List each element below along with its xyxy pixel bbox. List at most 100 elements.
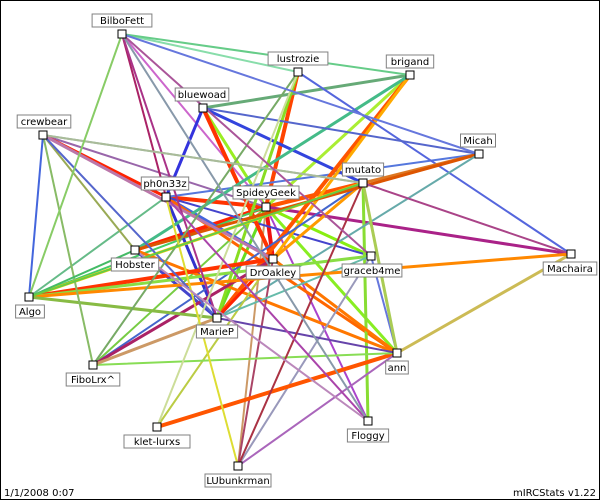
node-micah: Micah [460, 133, 496, 159]
node-label: Floggy [351, 431, 384, 442]
node-label-box [110, 257, 160, 272]
node-label-box [542, 261, 598, 276]
edge-mariep-bilbofett [121, 33, 218, 319]
edge-droakley-crewbear [41, 133, 275, 261]
node-marker [366, 251, 376, 261]
edge-bilbofett-brigand [121, 33, 411, 76]
node-label-box [65, 372, 121, 387]
node-mutato: mutato [341, 162, 385, 188]
node-crewbear: crewbear [16, 114, 72, 140]
node-lubunkrman: LUbunkrman [204, 461, 272, 488]
node-label-box [91, 13, 153, 28]
node-marker [130, 245, 140, 255]
node-marker [261, 202, 271, 212]
node-label-box [341, 162, 385, 177]
edge-mutato-floggy [361, 181, 370, 423]
node-marker [474, 149, 484, 159]
node-mariep: MarieP [195, 313, 239, 339]
edge-micah-bluewoad [202, 107, 480, 155]
edge-floggy-bilbofett [121, 33, 369, 422]
node-label: BilboFett [100, 16, 144, 27]
node-label-box [140, 176, 190, 191]
node-label: klet-lurxs [134, 437, 180, 448]
node-marker [88, 360, 98, 370]
edge-machaira-mutato [362, 182, 572, 255]
node-label-box [16, 114, 72, 129]
node-floggy: Floggy [346, 416, 390, 443]
edge-floggy-hobster [134, 249, 369, 422]
footer-version: mIRCStats v1.22 [513, 488, 596, 499]
node-bluewoad: bluewoad [174, 87, 230, 113]
edge-bilbofett-graceb4me [121, 33, 372, 257]
edge-ann-mariep [216, 317, 398, 354]
node-brigand: brigand [385, 54, 435, 80]
node-marker [566, 249, 576, 259]
edge-mariep-algo [27, 295, 219, 320]
edge-ph0n33z-algo [28, 196, 167, 298]
node-label: brigand [391, 57, 429, 68]
edge-crewbear-mutato [42, 134, 364, 184]
node-marker [293, 67, 303, 77]
node-label-box [346, 428, 390, 443]
node-label-box [204, 473, 272, 488]
node-ph0n33z: ph0n33z [140, 176, 190, 202]
node-marker [38, 130, 48, 140]
node-marker [212, 313, 222, 323]
edge-ann-lubunkrman [237, 352, 398, 467]
edge-spideygeek-machaira [264, 205, 573, 256]
edge-ph0n33z-micah [165, 153, 480, 198]
node-marker [268, 254, 278, 264]
node-label: Hobster [115, 260, 155, 271]
edge-mutato-droakley [271, 181, 365, 261]
footer-timestamp: 1/1/2008 0:07 [4, 488, 75, 499]
node-label: mutato [345, 165, 381, 176]
edge-machaira-ann [395, 252, 573, 355]
node-label: bluewoad [178, 90, 226, 101]
edge-spideygeek-crewbear [42, 134, 267, 208]
node-label: Machaira [547, 264, 593, 275]
node-label: lustrozie [277, 54, 319, 65]
edge-floggy-ph0n33z [165, 196, 369, 422]
node-layer: BilboFett lustrozie brigand bluewoad crewbea… [15, 13, 598, 488]
node-marker [233, 461, 243, 471]
edge-fibolrx-crewbear [42, 134, 94, 366]
edge-crewbear-algo [28, 134, 44, 298]
node-label-box [195, 324, 239, 339]
node-klet-lurxs: klet-lurxs [123, 422, 191, 449]
node-label: Micah [463, 136, 492, 147]
edge-droakley-klet-lurxs [156, 258, 274, 428]
node-label-box [245, 265, 301, 280]
edge-bluewoad-brigand [201, 73, 412, 110]
node-label: graceb4me [344, 266, 401, 277]
edge-graceb4me-lubunkrman [237, 255, 372, 467]
node-marker [198, 103, 208, 113]
edge-brigand-hobster [133, 73, 412, 252]
node-label: Algo [19, 307, 41, 318]
node-label: ph0n33z [143, 179, 186, 190]
edge-fibolrx-lustrozie [92, 71, 299, 366]
edge-lustrozie-machaira [297, 71, 572, 255]
node-fibolrx: FiboLrx^ [65, 360, 121, 387]
node-label: ann [388, 363, 407, 374]
node-label: DrOakley [250, 268, 297, 279]
node-label: LUbunkrman [206, 476, 269, 487]
edge-graceb4me-algo [27, 254, 373, 299]
node-marker [117, 29, 127, 39]
node-label: crewbear [21, 117, 68, 128]
edge-spideygeek-bilbofett [121, 33, 267, 208]
node-algo: Algo [15, 292, 45, 319]
node-label-box [385, 54, 435, 69]
node-label-box [341, 263, 403, 278]
edge-ann-klet-lurxs [155, 351, 399, 429]
edge-ann-fibolrx [92, 352, 398, 366]
node-lustrozie: lustrozie [267, 51, 329, 77]
node-label-box [15, 304, 45, 319]
edge-algo-mutato [28, 182, 364, 298]
node-hobster: Hobster [110, 245, 160, 272]
node-marker [405, 70, 415, 80]
node-label-box [232, 185, 300, 200]
node-droakley: DrOakley [245, 254, 301, 280]
edge-hobster-crewbear [42, 134, 136, 251]
node-label-box [460, 133, 496, 148]
